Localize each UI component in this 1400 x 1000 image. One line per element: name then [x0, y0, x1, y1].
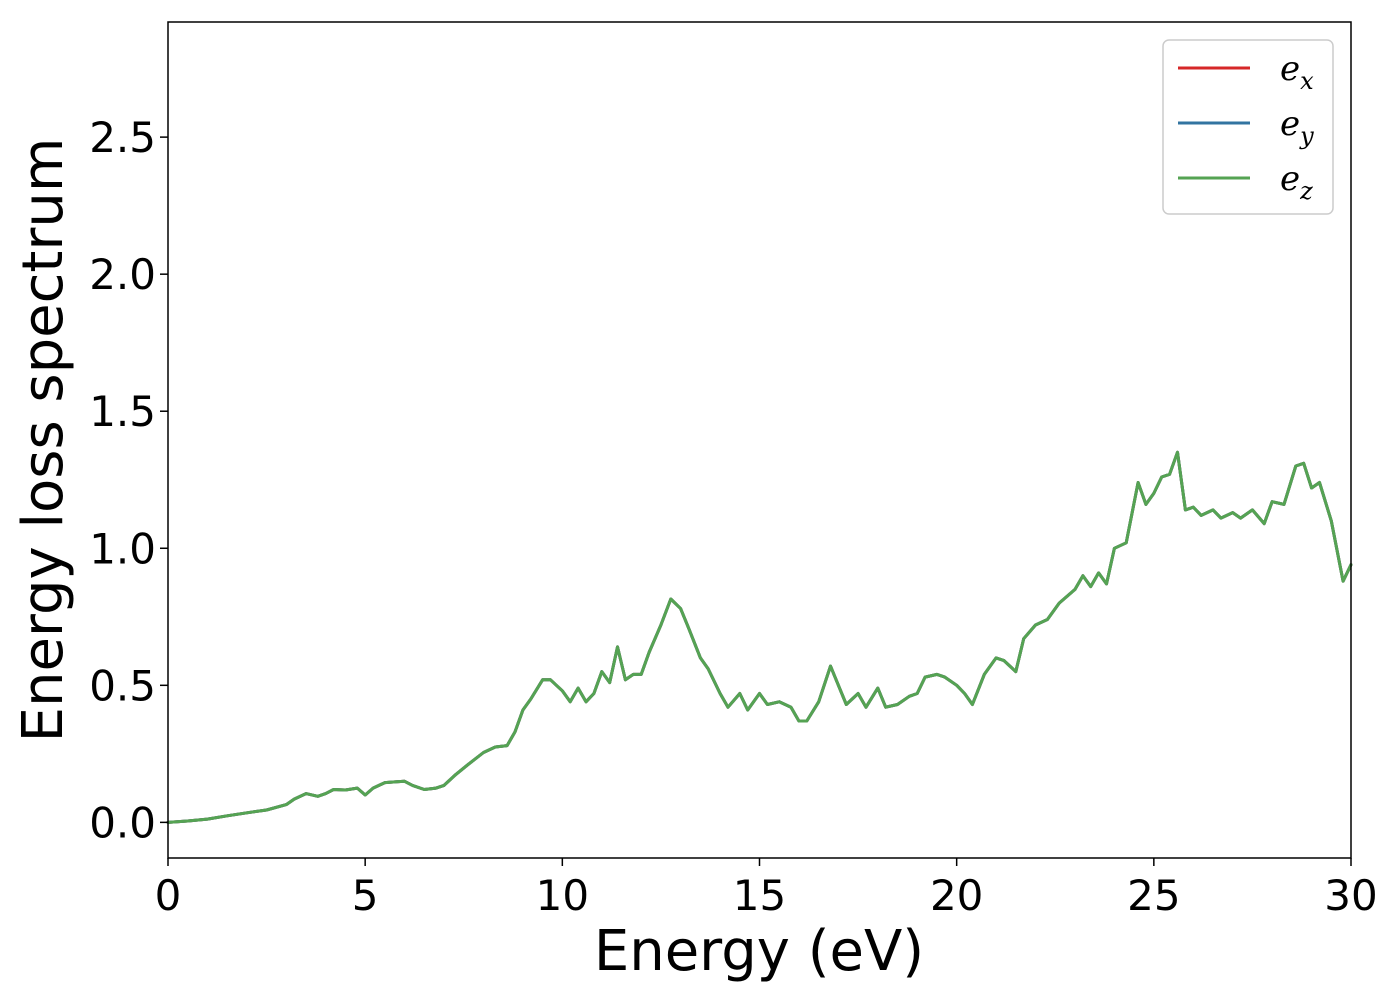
x-tick-label: 30 — [1324, 871, 1377, 920]
x-tick-label: 20 — [930, 871, 983, 920]
legend-label-x: ex — [1280, 49, 1314, 95]
x-tick-label: 0 — [155, 871, 182, 920]
legend: ex ey ez — [1162, 39, 1334, 215]
y-tick-label: 0.5 — [89, 661, 156, 710]
series-line-e-y — [166, 450, 1353, 824]
x-tick-label: 15 — [733, 871, 786, 920]
legend-box — [1162, 39, 1334, 215]
x-tick-label: 10 — [536, 871, 589, 920]
y-tick-label: 1.5 — [89, 387, 156, 436]
y-tick-label: 1.0 — [89, 524, 156, 573]
series-line-e-z — [166, 450, 1353, 824]
y-tick-label: 2.0 — [89, 250, 156, 299]
legend-label-y: ey — [1280, 104, 1314, 150]
y-tick-label: 2.5 — [89, 113, 156, 162]
x-axis-label: Energy (eV) — [594, 919, 924, 984]
y-axis-ticks: 0.0 0.5 1.0 1.5 2.0 2.5 — [89, 113, 168, 847]
x-tick-label: 25 — [1127, 871, 1180, 920]
legend-entries: ex ey ez — [1178, 49, 1314, 205]
legend-label-z: ez — [1280, 159, 1313, 205]
series-layer — [166, 450, 1353, 824]
series-line-e-x — [166, 450, 1353, 824]
x-tick-label: 5 — [352, 871, 379, 920]
x-axis-ticks: 0 5 10 15 20 25 30 — [155, 858, 1378, 920]
y-tick-label: 0.0 — [89, 798, 156, 847]
y-axis-label: Energy loss spectrum — [11, 138, 76, 743]
